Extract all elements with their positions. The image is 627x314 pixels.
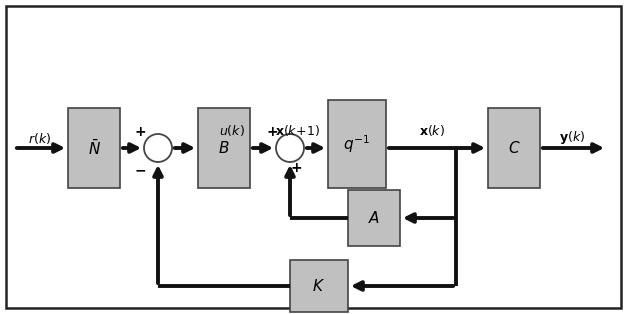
Text: +: + [290, 161, 302, 175]
Circle shape [276, 134, 304, 162]
Text: $\mathbf{x}(k\!+\!1)$: $\mathbf{x}(k\!+\!1)$ [275, 122, 320, 138]
Circle shape [144, 134, 172, 162]
FancyBboxPatch shape [198, 108, 250, 188]
Text: $\mathbf{y}(k)$: $\mathbf{y}(k)$ [559, 129, 585, 147]
Text: −: − [134, 163, 146, 177]
FancyBboxPatch shape [328, 100, 386, 188]
FancyBboxPatch shape [68, 108, 120, 188]
Text: +: + [266, 125, 278, 139]
FancyBboxPatch shape [488, 108, 540, 188]
Text: $\mathbf{x}(k)$: $\mathbf{x}(k)$ [419, 122, 445, 138]
Text: $K$: $K$ [312, 278, 325, 294]
Text: +: + [134, 125, 146, 139]
Text: $A$: $A$ [368, 210, 380, 226]
Text: $u(k)$: $u(k)$ [219, 122, 245, 138]
FancyBboxPatch shape [290, 260, 348, 312]
Text: $q^{-1}$: $q^{-1}$ [344, 133, 371, 155]
FancyBboxPatch shape [6, 6, 621, 308]
Text: $\bar{N}$: $\bar{N}$ [88, 138, 100, 158]
Text: $B$: $B$ [218, 140, 229, 156]
FancyBboxPatch shape [348, 190, 400, 246]
Text: $r(k)$: $r(k)$ [28, 131, 51, 145]
Text: $C$: $C$ [508, 140, 520, 156]
